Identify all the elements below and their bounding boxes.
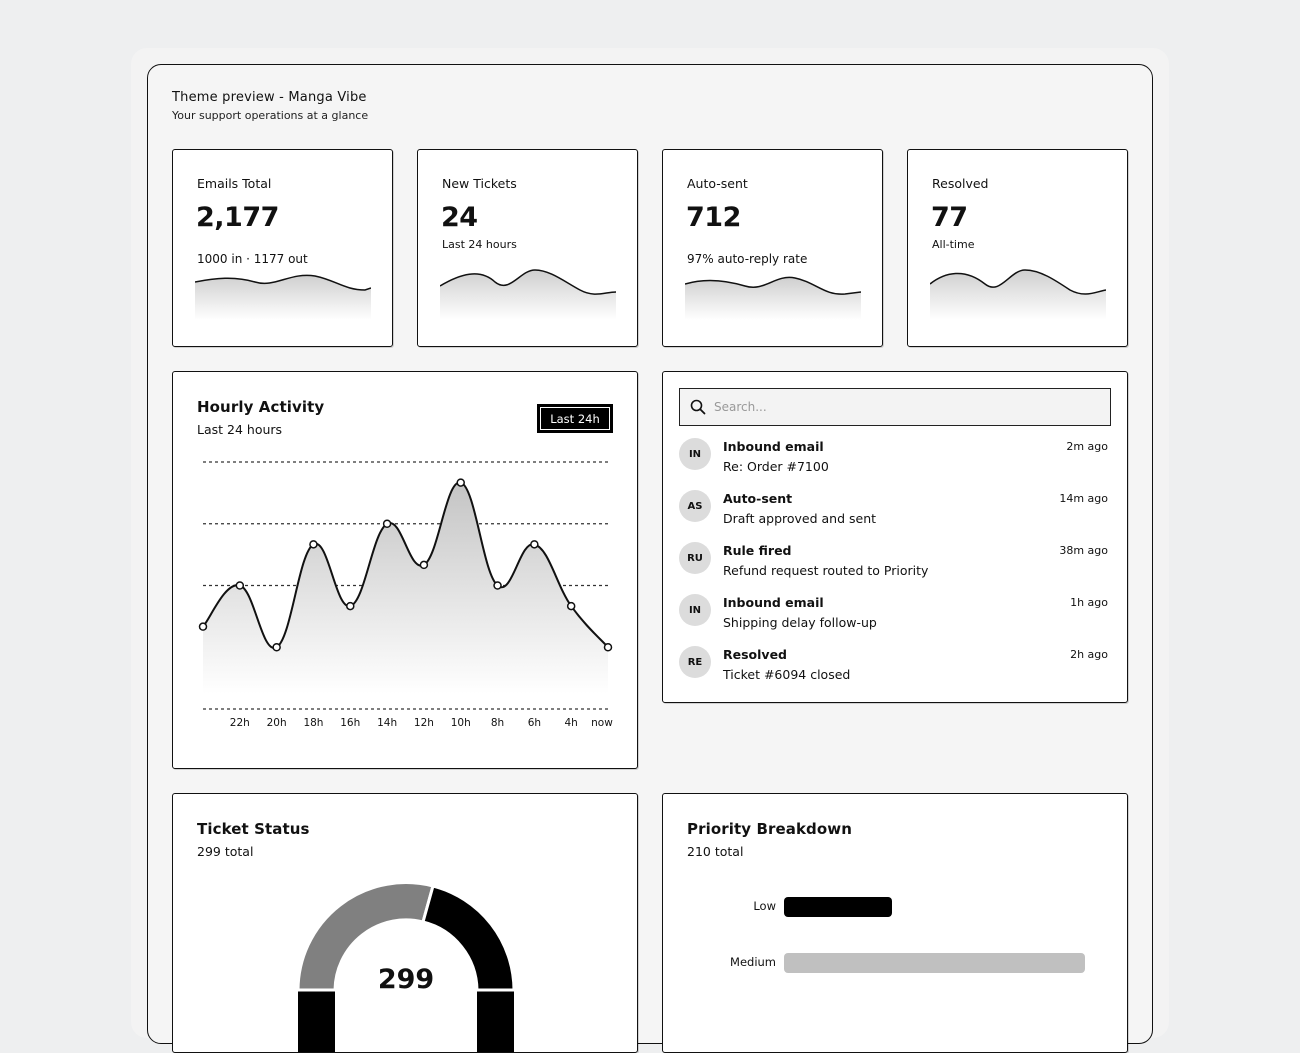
chart-point bbox=[530, 540, 539, 549]
search-input[interactable] bbox=[714, 400, 1094, 414]
priority-bar bbox=[784, 897, 892, 917]
page-subtitle: Your support operations at a glance bbox=[172, 109, 369, 122]
kpi-subtext: 97% auto-reply rate bbox=[687, 252, 808, 266]
avatar: AS bbox=[679, 490, 711, 522]
feed-item-title: Inbound email bbox=[723, 439, 824, 454]
chart-point bbox=[603, 643, 613, 652]
kpi-value: 24 bbox=[441, 202, 478, 233]
search-icon bbox=[690, 399, 706, 415]
page-title: Theme preview - Manga Vibe bbox=[172, 90, 367, 105]
hourly-activity-card: Hourly Activity Last 24 hours Last 24h 2… bbox=[172, 371, 638, 769]
chart-x-tick-label: 12h bbox=[414, 717, 434, 729]
chart-point bbox=[198, 622, 208, 631]
kpi-label: Resolved bbox=[932, 176, 989, 191]
chart-point bbox=[456, 478, 465, 487]
chart-x-tick-label: 6h bbox=[528, 717, 541, 729]
feed-item[interactable]: RU Rule fired Refund request routed to Pri… bbox=[679, 542, 1111, 588]
kpi-subtext: Last 24 hours bbox=[442, 238, 517, 251]
donut-center-value: 299 bbox=[377, 964, 435, 995]
ticket-status-subtitle: 299 total bbox=[197, 844, 254, 859]
chart-point bbox=[419, 560, 429, 570]
kpi-value: 712 bbox=[686, 202, 741, 233]
kpi-sparkline bbox=[440, 269, 616, 320]
chart-point bbox=[346, 601, 355, 611]
chart-point bbox=[382, 519, 392, 528]
kpi-sparkline bbox=[685, 276, 861, 320]
donut-segment-black-2 bbox=[298, 990, 335, 1052]
priority-bar bbox=[784, 953, 1085, 973]
chart-point bbox=[566, 601, 576, 611]
chart-x-tick-label: 20h bbox=[267, 717, 287, 729]
kpi-subtext: 1000 in · 1177 out bbox=[197, 252, 308, 266]
feed-item-title: Inbound email bbox=[723, 595, 824, 610]
feed-item[interactable]: IN Inbound email Shipping delay follow-up 1… bbox=[679, 594, 1111, 640]
ticket-status-donut bbox=[296, 881, 516, 1052]
search-box[interactable] bbox=[679, 388, 1111, 426]
kpi-subtext: All-time bbox=[932, 238, 975, 251]
kpi-label: New Tickets bbox=[442, 176, 517, 191]
chart-x-tick-label: 18h bbox=[303, 717, 323, 729]
feed-item-description: Draft approved and sent bbox=[723, 511, 877, 526]
priority-title: Priority Breakdown bbox=[687, 820, 853, 838]
chart-area-fill bbox=[203, 482, 608, 694]
feed-item-description: Ticket #6094 closed bbox=[723, 667, 851, 682]
feed-item[interactable]: RE Resolved Ticket #6094 closed 2h ago bbox=[679, 646, 1111, 692]
feed-item-time: 2h ago bbox=[1070, 648, 1108, 661]
chart-x-tick-label: now bbox=[591, 717, 613, 729]
feed-item-title: Rule fired bbox=[723, 543, 792, 558]
kpi-card: New Tickets 24 Last 24 hours bbox=[417, 149, 638, 347]
feed-item-title: Resolved bbox=[723, 647, 787, 662]
feed-item-time: 2m ago bbox=[1066, 440, 1108, 453]
chart-point bbox=[235, 581, 245, 590]
donut-segment-black-3 bbox=[477, 990, 514, 1052]
kpi-label: Auto-sent bbox=[687, 176, 748, 191]
chart-x-tick-label: 14h bbox=[377, 717, 397, 729]
kpi-sparkline bbox=[195, 274, 371, 320]
activity-subtitle: Last 24 hours bbox=[197, 422, 283, 437]
activity-title: Hourly Activity bbox=[197, 398, 325, 416]
priority-bar-label: Low bbox=[753, 899, 776, 913]
ticket-status-title: Ticket Status bbox=[197, 820, 310, 838]
kpi-sparkline bbox=[930, 269, 1106, 320]
avatar: RU bbox=[679, 542, 711, 574]
activity-feed-card: IN Inbound email Re: Order #7100 2m ago AS Au… bbox=[662, 371, 1128, 703]
priority-bar-label: Medium bbox=[730, 955, 776, 969]
range-button[interactable]: Last 24h bbox=[537, 404, 613, 433]
feed-item[interactable]: IN Inbound email Re: Order #7100 2m ago bbox=[679, 438, 1111, 484]
feed-item-description: Refund request routed to Priority bbox=[723, 563, 929, 578]
chart-x-tick-label: 22h bbox=[230, 717, 250, 729]
feed-item-time: 38m ago bbox=[1059, 544, 1108, 557]
kpi-card: Auto-sent 712 97% auto-reply rate bbox=[662, 149, 883, 347]
feed-item-title: Auto-sent bbox=[723, 491, 793, 506]
feed-item-description: Re: Order #7100 bbox=[723, 459, 829, 474]
feed-item[interactable]: AS Auto-sent Draft approved and sent 14m ag… bbox=[679, 490, 1111, 536]
priority-breakdown-card: Priority Breakdown 210 total Low Medium bbox=[662, 793, 1128, 1053]
chart-point bbox=[493, 581, 502, 590]
priority-subtitle: 210 total bbox=[687, 844, 744, 859]
ticket-status-card: Ticket Status 299 total 299 bbox=[172, 793, 638, 1053]
avatar: IN bbox=[679, 438, 711, 470]
activity-chart: 22h 20h 18h 16h 14h 12h 10h 8h 6h 4h now bbox=[198, 461, 613, 729]
chart-x-tick-label: 8h bbox=[491, 717, 504, 729]
chart-point bbox=[309, 540, 318, 549]
chart-x-tick-label: 16h bbox=[340, 717, 360, 729]
feed-item-time: 14m ago bbox=[1059, 492, 1108, 505]
feed-item-time: 1h ago bbox=[1070, 596, 1108, 609]
chart-x-tick-label: 10h bbox=[451, 717, 471, 729]
kpi-card: Resolved 77 All-time bbox=[907, 149, 1128, 347]
kpi-label: Emails Total bbox=[197, 176, 272, 191]
kpi-card: Emails Total 2,177 1000 in · 1177 out bbox=[172, 149, 393, 347]
kpi-value: 77 bbox=[931, 202, 968, 233]
kpi-value: 2,177 bbox=[196, 202, 279, 233]
chart-x-tick-label: 4h bbox=[565, 717, 578, 729]
chart-point bbox=[272, 643, 281, 652]
avatar: RE bbox=[679, 646, 711, 678]
avatar: IN bbox=[679, 594, 711, 626]
feed-item-description: Shipping delay follow-up bbox=[723, 615, 877, 630]
